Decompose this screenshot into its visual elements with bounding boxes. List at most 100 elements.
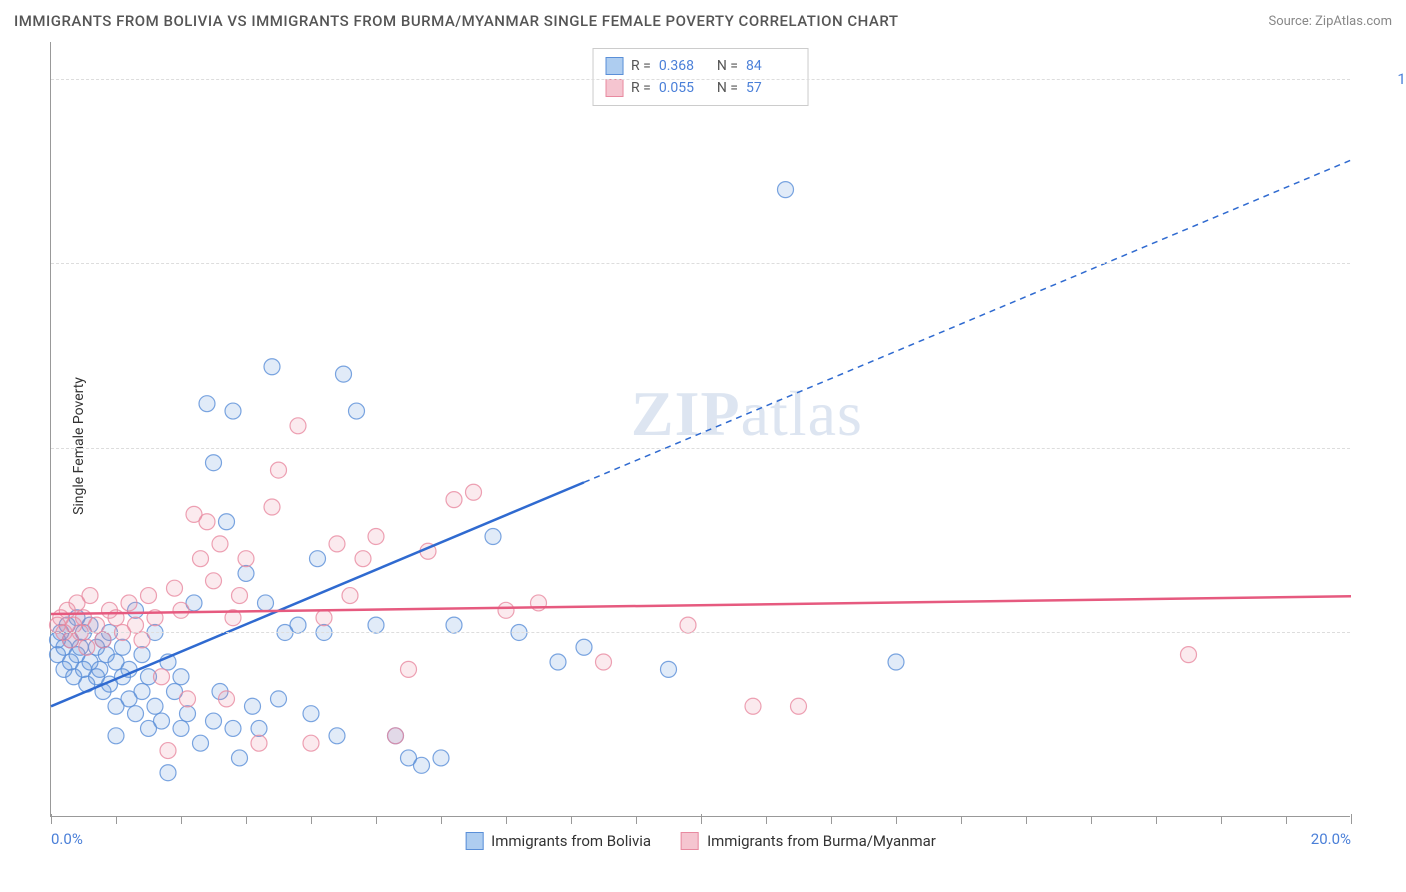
data-point [791, 698, 807, 714]
data-point [401, 661, 417, 677]
data-point [206, 573, 222, 589]
data-point [680, 617, 696, 633]
data-point [115, 639, 131, 655]
series-label-0: Immigrants from Bolivia [491, 832, 651, 850]
data-point [251, 735, 267, 751]
xtick-minor [376, 816, 377, 824]
source-link[interactable]: ZipAtlas.com [1315, 14, 1392, 29]
data-point [167, 580, 183, 596]
data-point [193, 735, 209, 751]
ytick-label: 25.0% [1356, 623, 1406, 641]
data-point [303, 706, 319, 722]
data-point [160, 743, 176, 759]
data-point [778, 182, 794, 198]
data-point [271, 462, 287, 478]
xtick-minor [181, 816, 182, 824]
xtick-minor [831, 816, 832, 824]
data-point [134, 632, 150, 648]
data-point [225, 403, 241, 419]
series-label-1: Immigrants from Burma/Myanmar [707, 832, 936, 850]
xtick-minor [246, 816, 247, 824]
data-point [82, 588, 98, 604]
chart-header: IMMIGRANTS FROM BOLIVIA VS IMMIGRANTS FR… [14, 12, 1392, 30]
data-point [206, 713, 222, 729]
xtick-minor [1091, 816, 1092, 824]
data-point [108, 728, 124, 744]
data-point [596, 654, 612, 670]
data-point [173, 602, 189, 618]
data-point [290, 418, 306, 434]
series-legend-item-0: Immigrants from Bolivia [465, 832, 651, 850]
data-point [154, 669, 170, 685]
data-point [128, 706, 144, 722]
data-point [745, 698, 761, 714]
xtick-minor [571, 816, 572, 824]
data-point [79, 639, 95, 655]
data-point [888, 654, 904, 670]
xtick-minor [506, 816, 507, 824]
data-point [92, 661, 108, 677]
data-point [121, 595, 137, 611]
xtick [51, 814, 52, 824]
data-point [368, 617, 384, 633]
data-point [258, 595, 274, 611]
gridline-y [51, 632, 1350, 633]
data-point [147, 698, 163, 714]
trend-line-dashed [584, 160, 1351, 482]
source-attribution: Source: ZipAtlas.com [1268, 14, 1392, 29]
data-point [219, 514, 235, 530]
data-point [349, 403, 365, 419]
data-point [199, 396, 215, 412]
xtick-minor [311, 816, 312, 824]
data-point [485, 529, 501, 545]
series-legend: Immigrants from Bolivia Immigrants from … [465, 832, 936, 850]
data-point [95, 632, 111, 648]
data-point [342, 588, 358, 604]
data-point [550, 654, 566, 670]
data-point [199, 514, 215, 530]
gridline-y [51, 448, 1350, 449]
data-point [264, 499, 280, 515]
data-point [271, 691, 287, 707]
data-point [193, 551, 209, 567]
data-point [238, 565, 254, 581]
data-point [212, 536, 228, 552]
data-point [89, 617, 105, 633]
source-prefix: Source: [1268, 14, 1315, 29]
xtick-minor [896, 816, 897, 824]
data-point [180, 706, 196, 722]
data-point [245, 698, 261, 714]
data-point [303, 735, 319, 751]
data-point [355, 551, 371, 567]
xtick-minor [1026, 816, 1027, 824]
data-point [414, 757, 430, 773]
chart-title: IMMIGRANTS FROM BOLIVIA VS IMMIGRANTS FR… [14, 12, 898, 30]
data-point [310, 551, 326, 567]
xtick-minor [116, 816, 117, 824]
ytick-label: 100.0% [1356, 70, 1406, 88]
data-point [232, 750, 248, 766]
xtick [701, 814, 702, 824]
data-point [180, 691, 196, 707]
data-point [329, 728, 345, 744]
data-point [433, 750, 449, 766]
series-swatch-bolivia [465, 832, 483, 850]
gridline-y [51, 79, 1350, 80]
xtick-minor [441, 816, 442, 824]
data-point [264, 359, 280, 375]
data-point [141, 588, 157, 604]
data-point [661, 661, 677, 677]
data-point [173, 720, 189, 736]
data-point [134, 647, 150, 663]
data-point [251, 720, 267, 736]
series-swatch-burma [681, 832, 699, 850]
data-point [388, 728, 404, 744]
data-point [316, 610, 332, 626]
data-point [446, 492, 462, 508]
xtick-minor [1221, 816, 1222, 824]
data-point [336, 366, 352, 382]
xtick-minor [961, 816, 962, 824]
xtick-label: 0.0% [51, 830, 83, 848]
data-point [134, 684, 150, 700]
data-point [154, 713, 170, 729]
